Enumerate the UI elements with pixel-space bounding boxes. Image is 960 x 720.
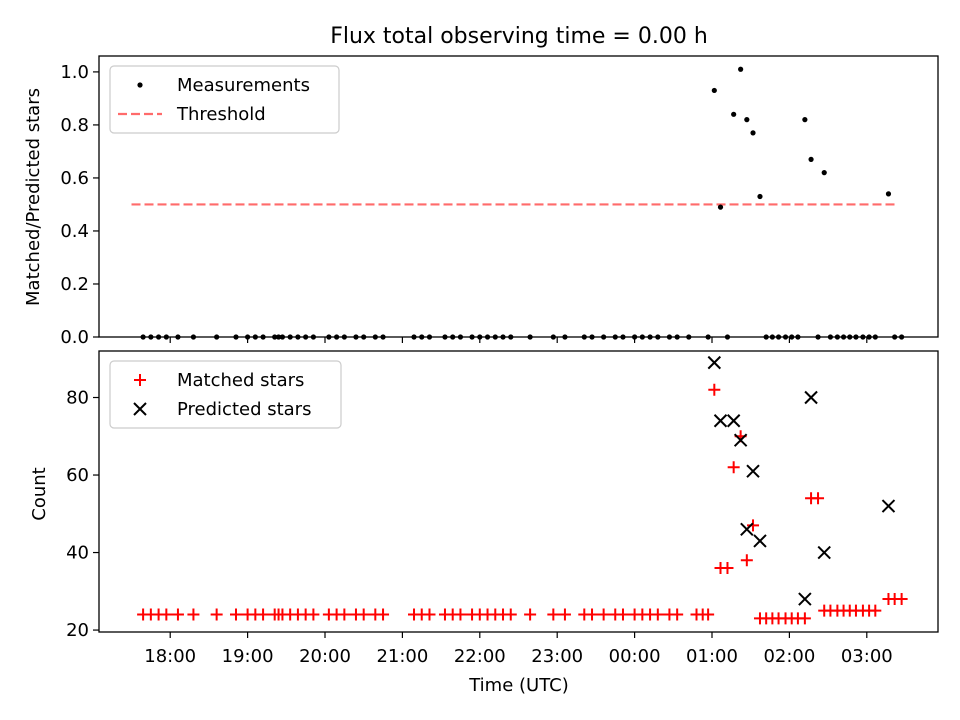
predicted-star-point [740,522,754,536]
matched-star-point [229,608,242,621]
x-tick-label: 00:00 [609,646,661,667]
y-tick-label: 60 [66,465,89,486]
legend-label-threshold: Threshold [176,104,266,125]
top-legend: Measurements Threshold [109,65,340,134]
top-x-ticks [169,337,868,343]
measurement-point [757,193,763,200]
top-legend-box [109,65,340,134]
bottom-plot-frame [98,350,939,633]
y-tick-label: 0.6 [60,168,89,189]
predicted-star-point [798,592,812,606]
x-tick-label: 19:00 [222,646,274,667]
matched-star-point [423,608,436,621]
matched-star-point [895,593,908,606]
predicted-star-point [726,414,741,428]
matched-star-point [798,612,811,625]
x-tick-label: 01:00 [686,646,738,667]
y-tick-label: 0.2 [60,274,89,295]
matched-star-point [671,608,684,621]
bottom-x-ticks: 18:00 19:00 20:00 21:00 22:00 23:00 00:00 01:00… [144,632,893,667]
bottom-legend-box [109,360,342,429]
predicted-star-point [804,390,818,405]
measurement-point [731,111,737,117]
y-tick-label: 0.4 [60,221,89,242]
bottom-legend: Matched stars Predicted stars [109,360,342,429]
matched-star-point [377,608,390,621]
matched-star-point [160,608,173,621]
measurement-point [738,66,744,72]
matched-star-point [307,608,320,621]
matched-star-point [257,608,270,621]
matched-star-point [740,554,753,567]
matched-star-point [171,608,184,621]
y-tick-label: 80 [66,388,89,409]
top-plot-frame [98,55,939,338]
matched-star-point [586,608,599,621]
matched-star-point [210,608,223,621]
measurement-point [802,117,808,123]
matched-star-point [547,608,560,621]
top-panel: Flux total observing time = 0.00 h Match… [23,24,939,348]
measurement-point [808,156,814,162]
matched-star-point [702,608,715,621]
measurement-point [821,170,827,176]
predicted-star-point [713,414,728,428]
predicted-star-point [817,545,831,560]
y-tick-label: 0.8 [60,115,89,136]
predicted-star-point [707,355,722,370]
matched-star-point [504,608,517,621]
predicted-star-point [753,534,767,548]
matched-star-point [747,519,760,532]
matched-star-point [869,604,882,617]
matched-star-point [558,608,571,621]
y-tick-label: 40 [66,543,89,564]
chart-title: Flux total observing time = 0.00 h [330,24,708,49]
y-tick-label: 20 [66,620,89,641]
matched-star-point [727,461,740,474]
matched-star-point [721,562,734,575]
matched-star-point [597,608,610,621]
matched-star-point [616,608,629,621]
x-tick-label: 20:00 [299,646,351,667]
x-tick-label: 03:00 [841,646,893,667]
measurement-point [885,191,892,197]
matched-star-point [454,608,467,621]
x-tick-label: 18:00 [144,646,196,667]
measurement-point [717,204,724,210]
matched-star-point [187,608,200,621]
x-tick-label: 02:00 [763,646,815,667]
matched-star-point [708,383,721,396]
predicted-star-point [746,464,760,478]
top-y-ticks: 0.0 0.2 0.4 0.6 0.8 1.0 [60,62,99,348]
x-tick-label: 22:00 [454,646,506,667]
measurement-point [750,130,756,136]
y-tick-label: 1.0 [60,62,89,83]
x-tick-label: 21:00 [376,646,428,667]
matched-star-point [651,608,664,621]
legend-label-measurements: Measurements [177,75,310,96]
bottom-series-group [137,355,908,625]
bottom-panel: Count Time (UTC) 20 40 60 80 18:00 19:00 20:0… [29,350,939,696]
matched-star-point [338,608,351,621]
bottom-y-ticks: 20 40 60 80 [66,388,99,641]
legend-marker-measurements [137,82,143,88]
measurement-point [711,87,717,94]
x-axis-label: Time (UTC) [468,675,569,696]
bottom-y-axis-label: Count [29,467,50,520]
predicted-star-point [733,433,748,447]
legend-label-matched-stars: Matched stars [177,370,304,391]
legend-marker-matched-stars [134,374,146,386]
legend-marker-predicted-stars [133,402,147,416]
measurement-point [744,117,750,123]
matched-star-point [357,608,370,621]
y-tick-label: 0.0 [60,327,89,348]
predicted-star-point [881,499,896,513]
top-y-axis-label: Matched/Predicted stars [23,88,44,306]
matched-star-point [524,608,537,621]
legend-label-predicted-stars: Predicted stars [177,399,311,420]
matched-star-point [812,492,825,505]
x-tick-label: 23:00 [531,646,583,667]
